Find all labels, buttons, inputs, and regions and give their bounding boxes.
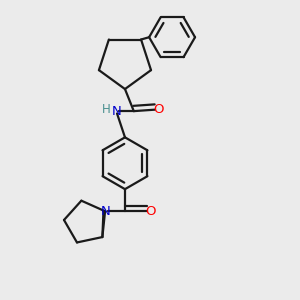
- Text: H: H: [101, 103, 110, 116]
- Text: N: N: [101, 205, 111, 218]
- Text: O: O: [153, 103, 164, 116]
- Text: N: N: [112, 105, 122, 118]
- Text: O: O: [145, 205, 156, 218]
